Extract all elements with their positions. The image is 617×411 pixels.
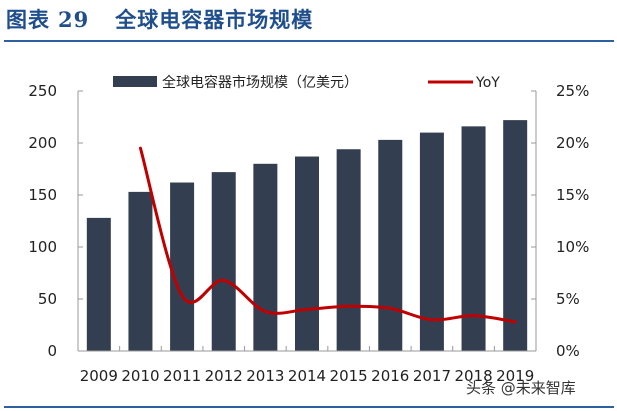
- left-tick-label: 150: [28, 186, 57, 204]
- left-tick-label: 100: [28, 238, 57, 256]
- figure-caption: 全球电容器市场规模: [115, 7, 314, 32]
- legend-line-label: YoY: [475, 75, 500, 91]
- right-tick-label: 20%: [556, 134, 589, 152]
- bar: [86, 217, 111, 351]
- right-y-axis: 0% 5% 10% 15% 20% 25%: [531, 82, 589, 360]
- yoy-line-series: [138, 146, 517, 324]
- legend-bar-swatch: [113, 76, 157, 87]
- figure-number: 29: [58, 7, 90, 32]
- bar: [336, 149, 361, 351]
- x-tick-label: 2009: [80, 367, 118, 385]
- bar: [170, 182, 195, 351]
- x-tick-label: 2012: [205, 367, 243, 385]
- bar: [419, 132, 444, 351]
- bottom-divider: [4, 406, 614, 408]
- bar: [503, 120, 528, 352]
- watermark: 头条 @未来智库: [466, 379, 576, 397]
- x-tick-label: 2017: [413, 367, 451, 385]
- top-divider: [4, 40, 614, 42]
- right-tick-label: 5%: [556, 290, 580, 308]
- right-tick-label: 0%: [556, 342, 580, 360]
- x-axis: 2009 2010 2011 2012 2013 2014 2015 2016 2017 2018…: [78, 346, 536, 385]
- right-tick-label: 10%: [556, 238, 589, 256]
- legend-bar-label: 全球电容器市场规模（亿美元）: [162, 74, 358, 91]
- left-tick-label: 50: [38, 290, 57, 308]
- legend: 全球电容器市场规模（亿美元） YoY: [113, 74, 500, 91]
- bar: [253, 163, 278, 351]
- bar: [211, 172, 236, 351]
- bar: [378, 139, 403, 351]
- x-tick-label: 2010: [121, 367, 159, 385]
- bar: [295, 156, 319, 351]
- x-tick-label: 2015: [330, 367, 368, 385]
- figure-label: 图表: [6, 7, 50, 32]
- x-tick-label: 2019: [496, 367, 534, 385]
- left-tick-label: 200: [28, 134, 57, 152]
- bar-series: [86, 120, 528, 352]
- left-tick-label: 0: [47, 342, 57, 360]
- x-tick-label: 2011: [163, 367, 201, 385]
- x-tick-label: 2016: [371, 367, 409, 385]
- bar: [128, 191, 153, 351]
- figure-title: 图表 29 全球电容器市场规模: [6, 4, 313, 34]
- left-y-axis: 0 50 100 150 200 250: [28, 82, 83, 360]
- bar: [461, 126, 486, 351]
- x-tick-label: 2013: [246, 367, 284, 385]
- x-tick-label: 2018: [454, 367, 492, 385]
- right-tick-label: 15%: [556, 186, 589, 204]
- x-tick-label: 2014: [288, 367, 326, 385]
- right-tick-label: 25%: [556, 82, 589, 100]
- left-tick-label: 250: [28, 82, 57, 100]
